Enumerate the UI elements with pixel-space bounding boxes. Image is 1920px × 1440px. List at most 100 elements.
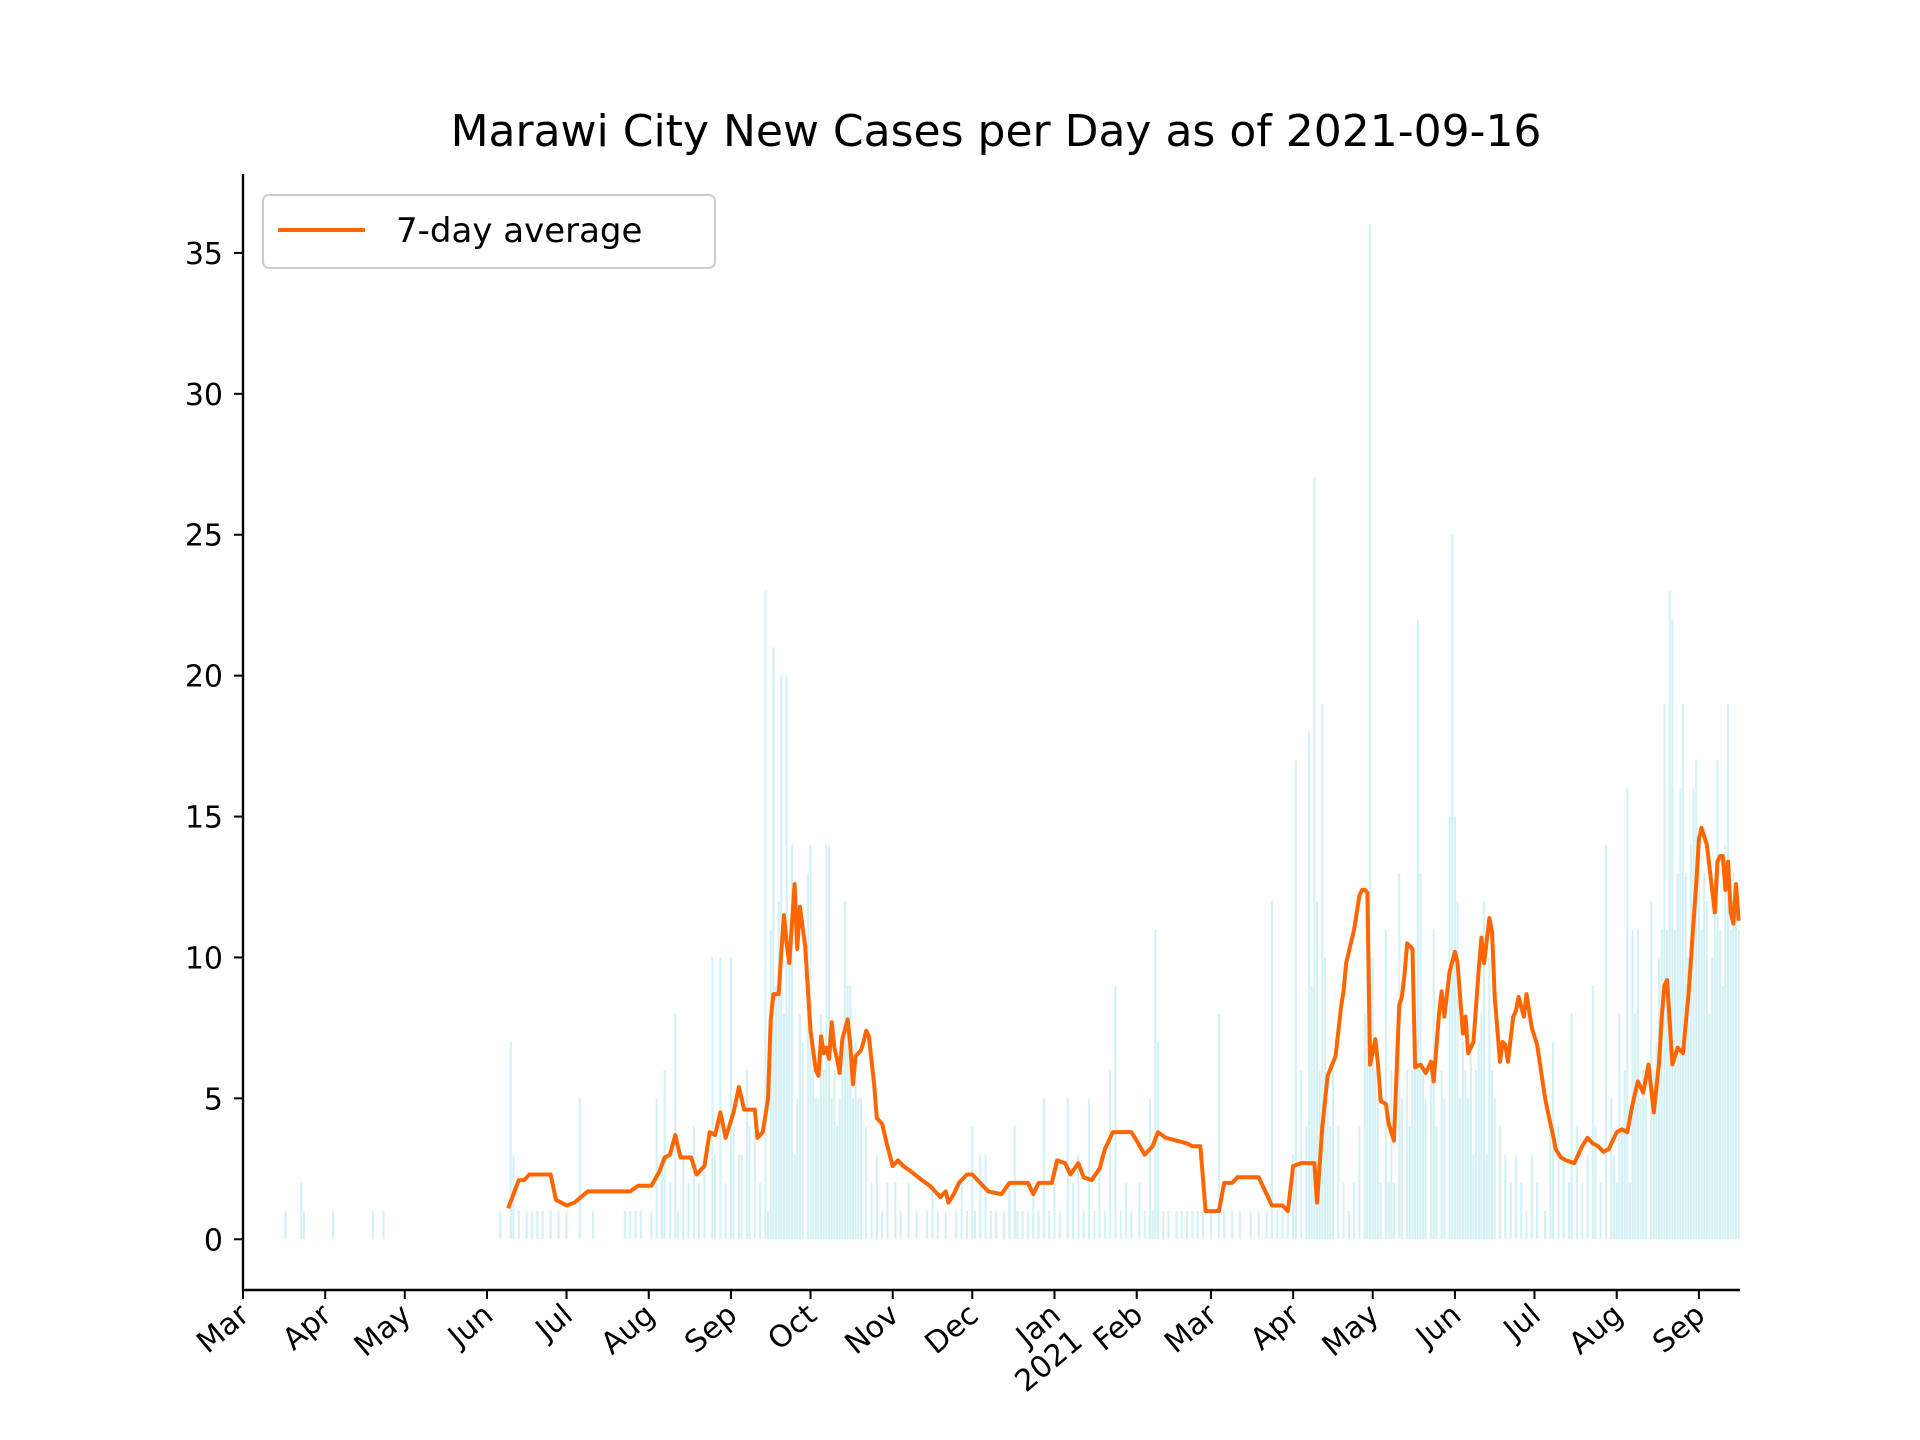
daily-case-bar-264 (1673, 929, 1677, 1240)
daily-case-bar-236 (1586, 1154, 1589, 1240)
daily-case-bar-193 (1419, 872, 1422, 1240)
daily-case-bar-2 (302, 1211, 306, 1240)
daily-case-bar-81 (857, 1098, 860, 1240)
daily-case-bar-42 (740, 1154, 743, 1240)
daily-case-bar-51 (774, 985, 778, 1240)
daily-case-bar-3 (332, 1211, 335, 1240)
daily-case-bar-116 (1058, 1211, 1061, 1240)
daily-case-bar-143 (1201, 1211, 1205, 1240)
daily-case-bar-214 (1483, 901, 1486, 1240)
daily-case-bar-27 (668, 1182, 672, 1240)
daily-case-bar-147 (1231, 1211, 1234, 1240)
daily-case-bar-101 (979, 1154, 982, 1240)
daily-case-bar-118 (1071, 1182, 1075, 1240)
daily-case-bar-28 (674, 1013, 677, 1240)
daily-case-bar-7 (509, 1042, 512, 1240)
daily-case-bar-21 (634, 1211, 637, 1240)
daily-case-bar-226 (1536, 1182, 1539, 1240)
daily-case-bar-85 (875, 1154, 878, 1240)
daily-case-bar-13 (541, 1211, 544, 1240)
daily-case-bar-122 (1093, 1211, 1096, 1240)
daily-case-bar-285 (1729, 929, 1732, 1240)
daily-case-bar-97 (960, 1182, 963, 1240)
daily-case-bar-149 (1249, 1211, 1252, 1240)
daily-case-bar-83 (865, 1126, 868, 1240)
daily-case-bar-59 (796, 1098, 799, 1240)
daily-case-bar-284 (1727, 703, 1730, 1240)
daily-case-bar-168 (1329, 1126, 1332, 1240)
daily-case-bar-267 (1681, 703, 1685, 1240)
daily-case-bar-10 (525, 1211, 528, 1240)
daily-case-bar-243 (1615, 1182, 1618, 1240)
daily-case-bar-68 (822, 1070, 825, 1240)
daily-case-bar-103 (989, 1211, 992, 1240)
daily-case-bar-110 (1026, 1211, 1030, 1240)
chart-title: Marawi City New Cases per Day as of 2021… (451, 106, 1542, 157)
daily-case-bar-124 (1103, 1211, 1106, 1240)
daily-case-bar-130 (1138, 1182, 1141, 1240)
daily-case-bar-254 (1644, 1098, 1647, 1240)
daily-case-bar-4 (371, 1211, 374, 1240)
daily-case-bar-279 (1713, 872, 1716, 1240)
daily-case-bar-24 (655, 1098, 658, 1240)
daily-case-bar-48 (767, 1211, 770, 1240)
daily-case-bar-249 (1631, 929, 1634, 1240)
daily-case-bar-138 (1175, 1211, 1178, 1240)
daily-case-bar-145 (1217, 1013, 1220, 1240)
daily-case-bar-173 (1353, 1182, 1356, 1240)
daily-case-bar-39 (729, 957, 733, 1240)
daily-case-bar-60 (798, 1013, 801, 1240)
daily-case-bar-167 (1326, 1098, 1329, 1240)
daily-case-bar-65 (814, 1098, 817, 1240)
daily-case-bar-64 (812, 1070, 815, 1240)
daily-case-bar-222 (1514, 1154, 1517, 1240)
daily-case-bar-38 (724, 1182, 727, 1240)
daily-case-bar-15 (557, 1211, 560, 1240)
daily-case-bar-232 (1567, 1182, 1571, 1240)
daily-case-bar-169 (1331, 1070, 1334, 1240)
daily-case-bar-238 (1594, 1126, 1597, 1240)
daily-case-bar-49 (769, 929, 772, 1240)
y-tick-label-0: 0 (204, 1223, 223, 1258)
daily-case-bar-79 (851, 1098, 854, 1240)
daily-case-bar-95 (944, 1211, 947, 1240)
daily-case-bar-180 (1376, 1098, 1380, 1240)
daily-case-bar-189 (1408, 1126, 1411, 1240)
daily-case-bar-224 (1525, 1211, 1528, 1240)
daily-case-bar-211 (1475, 1070, 1478, 1240)
daily-case-bar-115 (1053, 1182, 1056, 1240)
daily-case-bar-98 (965, 1211, 969, 1240)
daily-case-bar-152 (1270, 901, 1273, 1240)
daily-case-bar-128 (1125, 1182, 1128, 1240)
daily-case-bar-11 (531, 1211, 534, 1240)
daily-case-bar-33 (698, 1182, 701, 1240)
daily-case-bar-1 (300, 1182, 303, 1240)
daily-case-bar-283 (1724, 844, 1727, 1240)
daily-case-bar-19 (623, 1211, 626, 1240)
daily-case-bar-71 (830, 1098, 833, 1240)
daily-case-bar-181 (1379, 1182, 1382, 1240)
daily-case-bar-129 (1130, 1211, 1133, 1240)
daily-case-bar-35 (711, 957, 714, 1240)
daily-case-bar-23 (650, 1211, 653, 1240)
daily-case-bar-183 (1387, 1182, 1390, 1240)
daily-case-bar-223 (1520, 1182, 1523, 1240)
daily-case-bar-100 (973, 1211, 976, 1240)
daily-case-bar-54 (782, 1013, 786, 1240)
daily-case-bar-6 (499, 1211, 502, 1240)
daily-case-bar-132 (1148, 1098, 1152, 1240)
daily-case-bar-44 (748, 1126, 751, 1240)
daily-case-bar-246 (1623, 1070, 1626, 1240)
daily-case-bar-36 (713, 1154, 717, 1240)
daily-case-bar-231 (1562, 1154, 1565, 1240)
daily-case-bar-89 (899, 1211, 902, 1240)
y-tick-label-10: 10 (185, 941, 223, 976)
daily-case-bar-139 (1180, 1211, 1183, 1240)
daily-case-bar-280 (1716, 760, 1719, 1240)
daily-case-bar-209 (1469, 1042, 1472, 1240)
daily-case-bar-20 (629, 1211, 632, 1240)
daily-case-bar-5 (382, 1211, 385, 1240)
daily-case-bar-273 (1697, 844, 1700, 1240)
daily-case-bar-74 (838, 1098, 841, 1240)
daily-case-bar-34 (703, 1154, 706, 1240)
